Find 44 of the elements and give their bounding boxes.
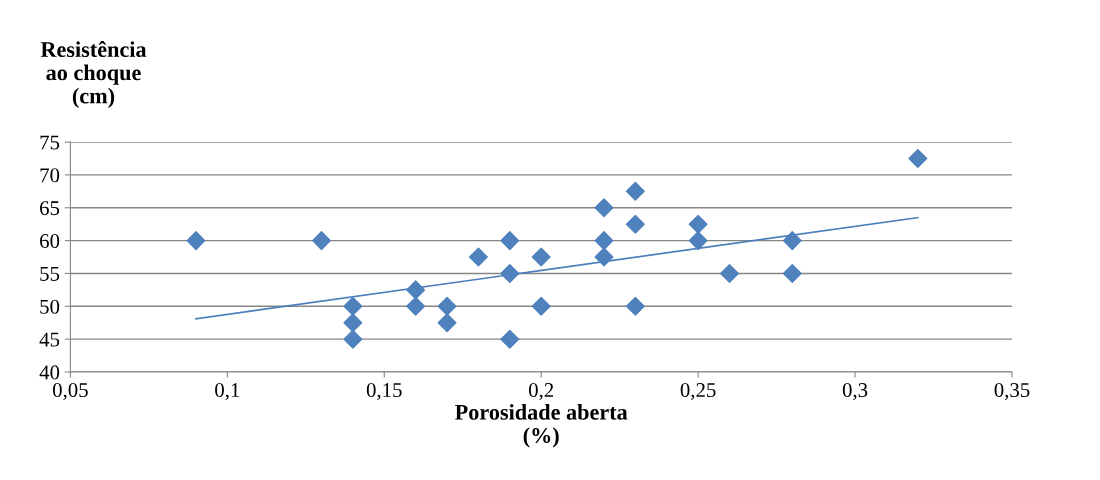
- point: [312, 231, 331, 251]
- point: [500, 263, 520, 283]
- x-tick-label: 0,25: [680, 383, 716, 401]
- x-tick-label: 0,2: [528, 383, 554, 401]
- point: [594, 198, 614, 218]
- y-axis-title: Resistência ao choque (cm): [40, 41, 147, 108]
- y-tick-label: 60: [40, 233, 60, 249]
- x-tick-label: 0,05: [52, 383, 88, 401]
- point: [782, 263, 802, 283]
- point: [625, 214, 645, 234]
- y-tick-label: 65: [40, 201, 60, 216]
- point: [343, 296, 363, 316]
- x-tick-label: 0,15: [366, 383, 402, 401]
- x-tick-label: 0,1: [215, 383, 240, 401]
- point: [782, 231, 802, 251]
- x-axis-title: Porosidade aberta (%): [455, 404, 628, 448]
- y-tick-label: 40: [39, 365, 60, 380]
- y-tick-label: 75: [40, 135, 60, 150]
- point: [625, 296, 645, 316]
- point: [720, 263, 739, 283]
- point: [437, 296, 457, 316]
- point: [500, 329, 520, 349]
- point: [531, 247, 551, 267]
- point: [594, 231, 614, 251]
- point: [437, 313, 457, 333]
- point: [531, 296, 551, 316]
- point: [688, 214, 708, 234]
- y-tick-label: 70: [40, 168, 60, 183]
- point: [625, 181, 645, 201]
- point: [468, 247, 488, 267]
- point: [406, 296, 426, 316]
- point: [594, 247, 614, 267]
- point: [343, 313, 363, 333]
- y-tick-label: 45: [39, 332, 60, 347]
- point: [500, 231, 520, 251]
- point: [343, 329, 363, 349]
- y-tick-label: 50: [40, 299, 60, 314]
- x-tick-label: 0,3: [842, 383, 868, 401]
- point: [688, 231, 708, 251]
- point: [186, 231, 206, 251]
- x-tick-label: 0,35: [994, 383, 1030, 401]
- point: [406, 280, 426, 300]
- point: [908, 149, 928, 168]
- y-tick-label: 55: [40, 267, 60, 281]
